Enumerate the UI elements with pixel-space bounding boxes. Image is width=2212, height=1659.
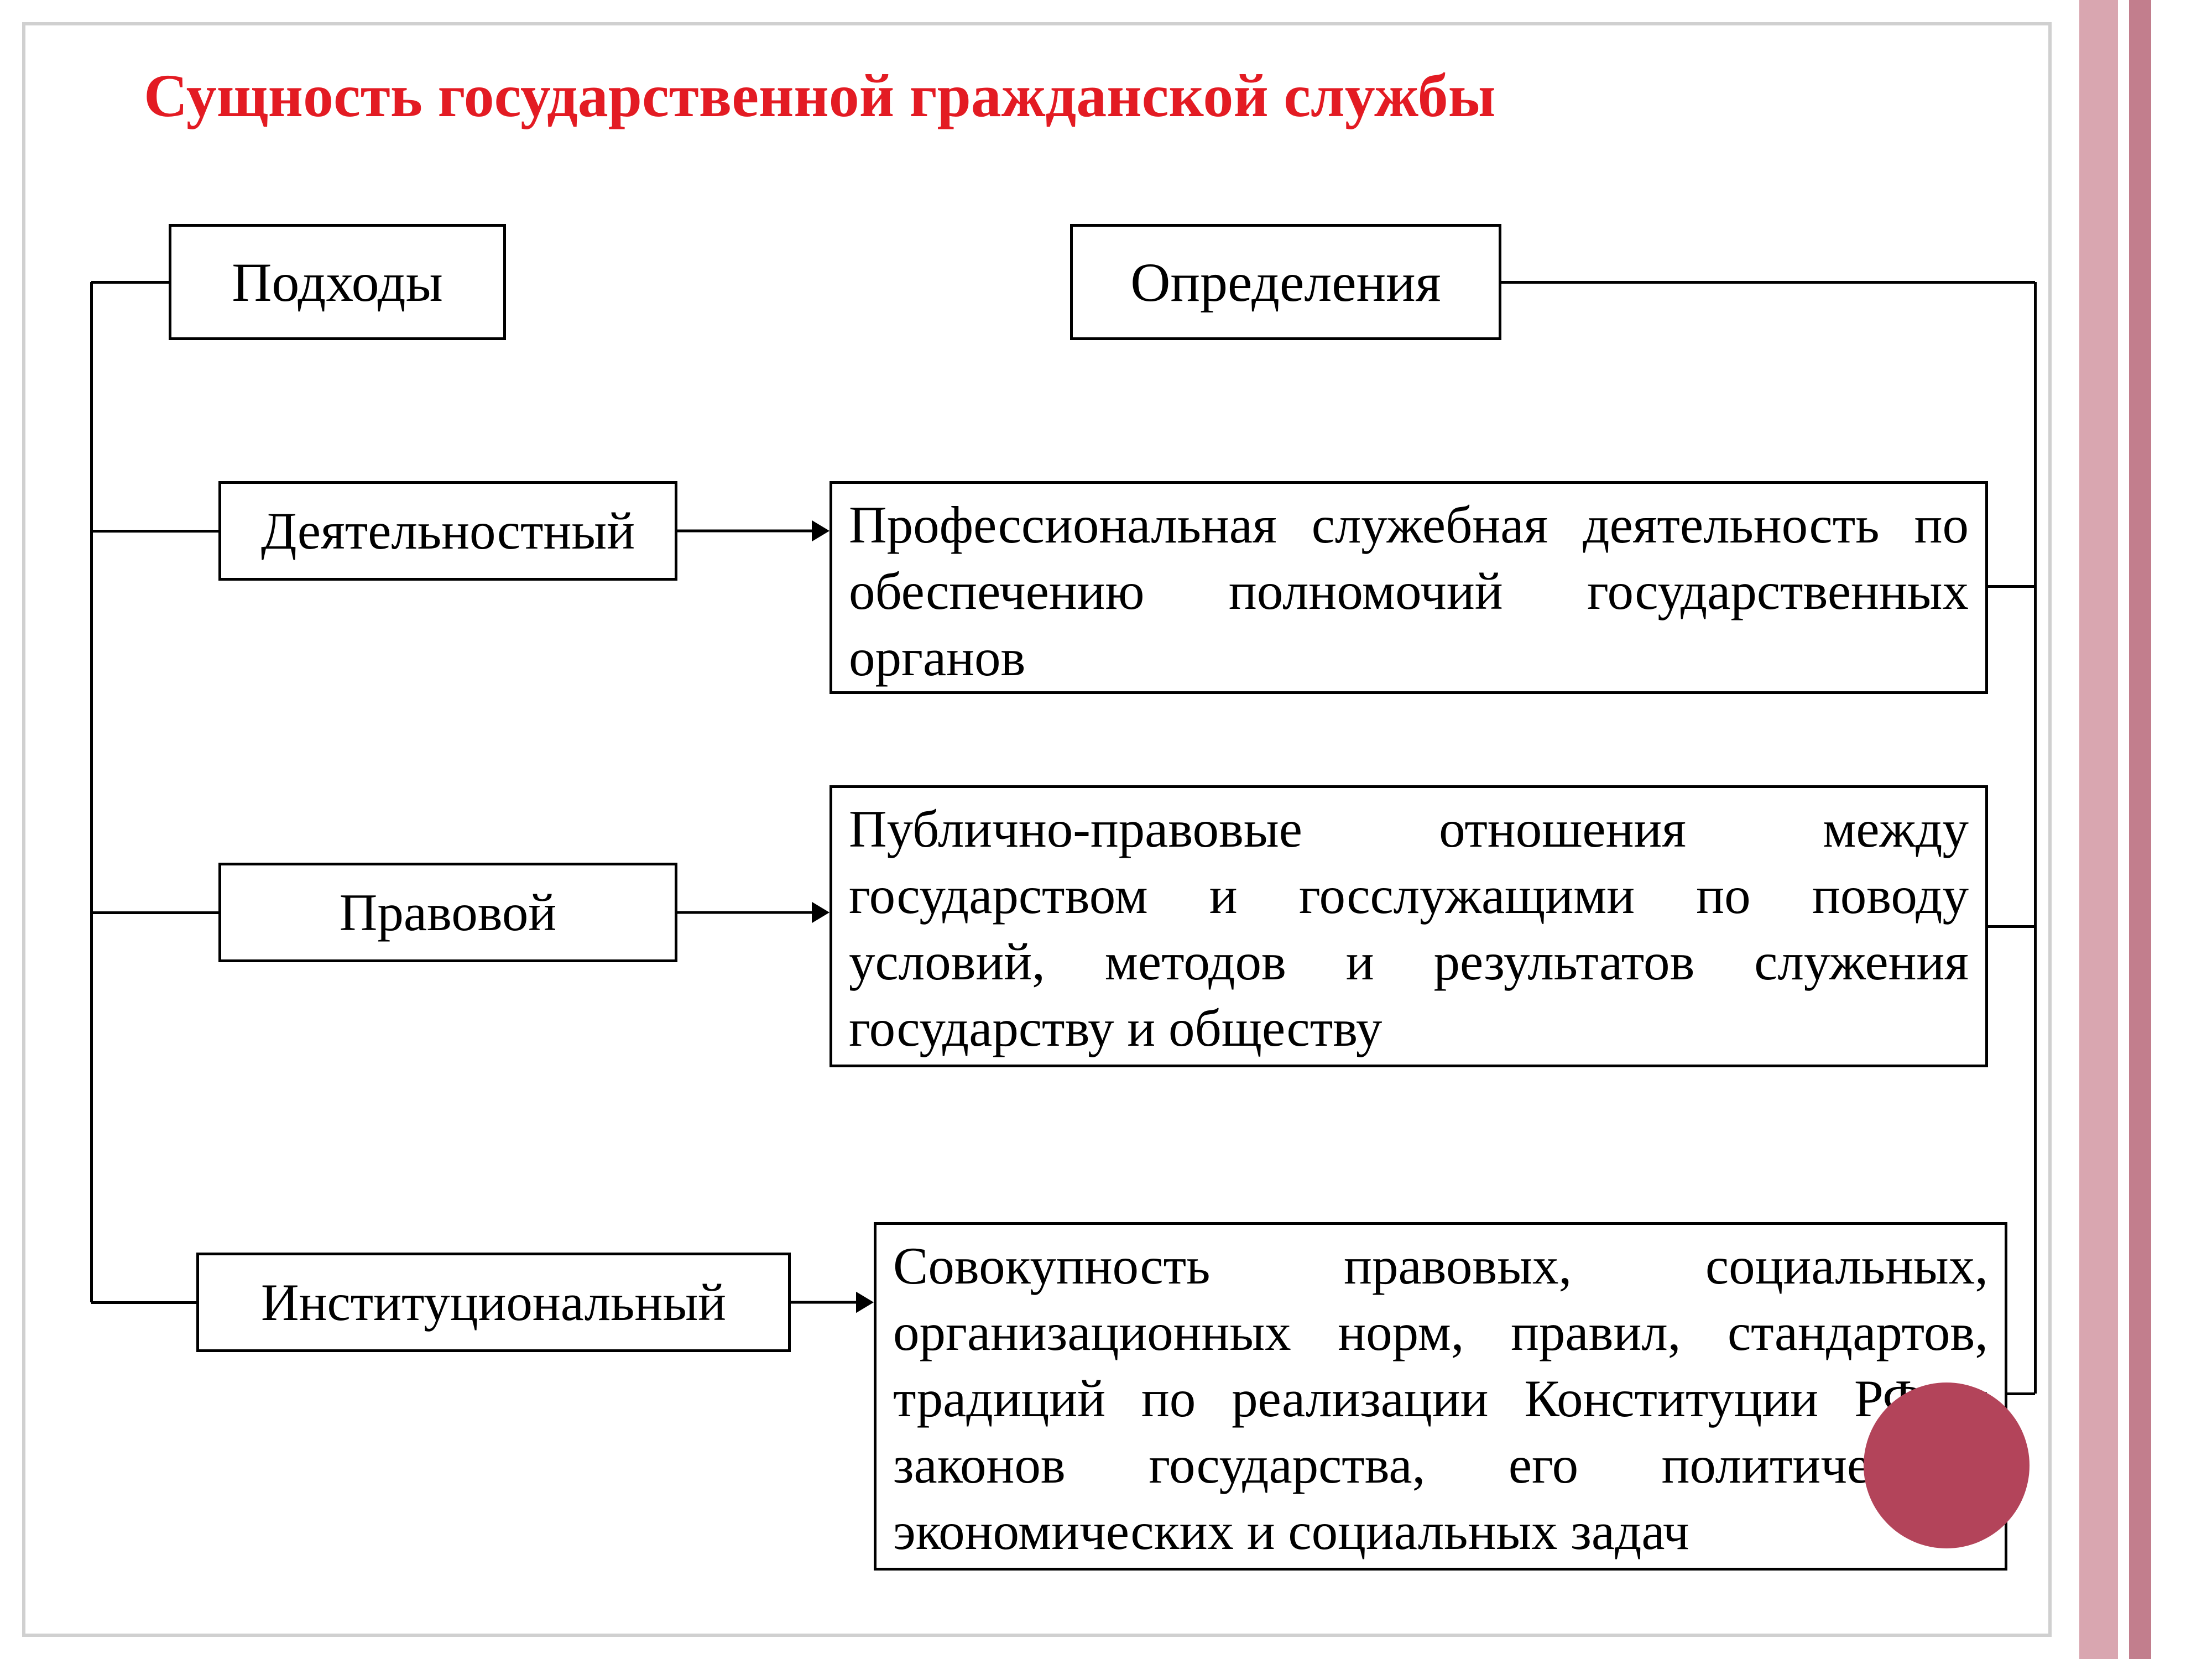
definition-institutional-text: Совокупность правовых, социальных, орган… bbox=[877, 1225, 2005, 1568]
left-branch-1 bbox=[91, 530, 218, 533]
right-bus bbox=[2034, 282, 2037, 1394]
arrow-2 bbox=[791, 1285, 874, 1320]
left-branch-0 bbox=[91, 281, 169, 284]
accent-circle bbox=[1864, 1383, 2030, 1548]
arrow-0 bbox=[677, 513, 830, 549]
right-branch-1 bbox=[1988, 585, 2035, 588]
accent-band-inner bbox=[2129, 0, 2151, 1659]
page-title: Сущность государственной гражданской слу… bbox=[144, 61, 1496, 131]
definition-legal: Публично-правовые отношения между госуда… bbox=[830, 785, 1988, 1067]
arrow-1 bbox=[677, 895, 830, 930]
header-approaches-label: Подходы bbox=[171, 227, 503, 337]
accent-band-outer bbox=[2079, 0, 2118, 1659]
header-definitions-label: Определения bbox=[1073, 227, 1499, 337]
definition-activity-text: Профессиональная служебная деятельность … bbox=[832, 484, 1985, 691]
left-bus bbox=[90, 282, 93, 1302]
header-approaches: Подходы bbox=[169, 224, 506, 340]
right-branch-2 bbox=[1988, 925, 2035, 928]
left-branch-2 bbox=[91, 911, 218, 914]
approach-legal: Правовой bbox=[218, 863, 677, 962]
header-definitions: Определения bbox=[1070, 224, 1501, 340]
approach-activity-label: Деятельностный bbox=[221, 484, 675, 578]
definition-institutional: Совокупность правовых, социальных, орган… bbox=[874, 1222, 2007, 1571]
approach-institutional-label: Институциональный bbox=[199, 1255, 788, 1349]
approach-institutional: Институциональный bbox=[196, 1253, 791, 1352]
right-branch-3 bbox=[2007, 1392, 2035, 1395]
approach-activity: Деятельностный bbox=[218, 481, 677, 581]
right-branch-0 bbox=[1501, 281, 2035, 284]
approach-legal-label: Правовой bbox=[221, 865, 675, 959]
definition-legal-text: Публично-правовые отношения между госуда… bbox=[832, 788, 1985, 1065]
left-branch-3 bbox=[91, 1301, 196, 1304]
definition-activity: Профессиональная служебная деятельность … bbox=[830, 481, 1988, 694]
